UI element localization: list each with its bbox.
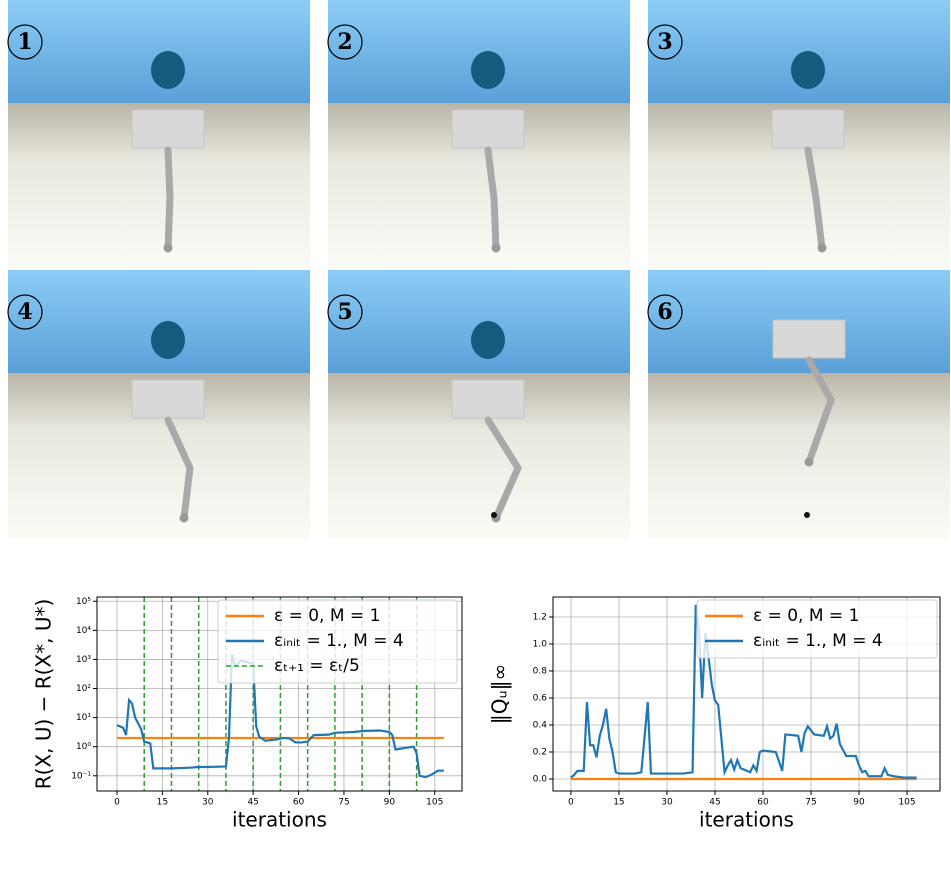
foot xyxy=(179,513,189,523)
ball xyxy=(471,321,505,359)
shadow xyxy=(804,512,810,518)
panel-label: 5 xyxy=(337,299,352,325)
y-tick-label: 10² xyxy=(76,684,91,694)
legend-box xyxy=(217,599,458,684)
panel-label: 1 xyxy=(17,29,32,55)
sky xyxy=(328,0,630,103)
ball xyxy=(791,51,825,89)
board xyxy=(131,109,205,149)
y-tick-label: 0.0 xyxy=(533,774,548,784)
board xyxy=(772,319,846,359)
chart: 0 15 30 45 60 75 90 105 10⁻¹ 10⁰ 10¹ 10² 10³ 10⁴ 10⁵ it… xyxy=(32,596,463,832)
legend-label: εᵢₙᵢₜ = 1., M = 4 xyxy=(274,631,404,651)
x-tick-label: 60 xyxy=(293,798,305,808)
legend-label: εₜ₊₁ = εₜ/5 xyxy=(274,656,360,676)
y-axis-label: R(X, U) − R(X*, U*) xyxy=(32,599,56,790)
x-tick-label: 75 xyxy=(338,798,349,808)
x-tick-label: 90 xyxy=(853,798,865,808)
leg xyxy=(484,146,500,252)
y-tick-label: 10³ xyxy=(76,655,91,665)
series-line xyxy=(570,604,917,779)
x-tick-label: 45 xyxy=(709,798,720,808)
sim-frame: 4 xyxy=(7,270,310,538)
foot xyxy=(817,243,827,253)
leg xyxy=(804,146,826,252)
shadow xyxy=(491,512,497,518)
ball xyxy=(151,321,185,359)
sim-frame: 2 xyxy=(327,0,630,268)
legend-label: ε = 0, M = 1 xyxy=(274,606,380,626)
panel-label: 2 xyxy=(337,29,352,55)
y-tick-label: 0.2 xyxy=(533,747,547,757)
x-tick-label: 0 xyxy=(568,798,574,808)
foot xyxy=(491,243,501,253)
series-line xyxy=(116,654,444,779)
x-tick-label: 90 xyxy=(384,798,396,808)
y-tick-label: 10⁴ xyxy=(76,626,91,636)
board xyxy=(131,379,205,419)
x-tick-label: 30 xyxy=(202,798,214,808)
legend-label: εᵢₙᵢₜ = 1., M = 4 xyxy=(753,631,883,651)
sim-frame: 1 xyxy=(7,0,310,268)
panel-label: 6 xyxy=(657,299,672,325)
leg xyxy=(805,356,835,466)
board xyxy=(451,379,525,419)
plot-frame xyxy=(96,596,463,792)
y-tick-label: 0.8 xyxy=(533,666,548,676)
y-tick-label: 10⁻¹ xyxy=(71,771,91,781)
label-circle xyxy=(327,24,363,60)
label-circle xyxy=(647,294,683,330)
ball xyxy=(151,51,185,89)
chart: 0 15 30 45 60 75 90 105 0.0 0.2 0.4 0.6 0.8 1.0 1.2 ite… xyxy=(488,596,941,832)
floor xyxy=(648,373,950,538)
sky xyxy=(328,270,630,373)
x-tick-label: 45 xyxy=(247,798,258,808)
y-tick-label: 10¹ xyxy=(76,713,91,723)
panel-label: 3 xyxy=(657,29,672,55)
y-tick-label: 10⁵ xyxy=(76,597,91,607)
leg xyxy=(164,416,194,522)
y-tick-label: 1.2 xyxy=(533,612,547,622)
x-tick-label: 15 xyxy=(157,798,168,808)
x-tick-label: 15 xyxy=(613,798,624,808)
label-circle xyxy=(7,294,43,330)
ball xyxy=(471,51,505,89)
y-tick-label: 1.0 xyxy=(533,639,548,649)
sim-frame: 3 xyxy=(647,0,950,268)
leg xyxy=(484,416,522,522)
x-tick-label: 105 xyxy=(426,798,443,808)
y-tick-label: 0.4 xyxy=(533,720,548,730)
foot xyxy=(804,457,814,467)
leg xyxy=(164,146,174,252)
x-axis-label: iterations xyxy=(699,808,794,832)
legend-box xyxy=(696,599,938,659)
label-circle xyxy=(7,24,43,60)
x-tick-label: 105 xyxy=(898,798,915,808)
sky xyxy=(8,0,310,103)
board xyxy=(451,109,525,149)
sim-frame: 6 xyxy=(647,270,950,538)
x-tick-label: 0 xyxy=(114,798,120,808)
y-tick-label: 10⁰ xyxy=(76,742,91,752)
label-circle xyxy=(327,294,363,330)
y-tick-label: 0.6 xyxy=(533,693,548,703)
legend-label: ε = 0, M = 1 xyxy=(753,606,859,626)
sim-frame: 5 xyxy=(327,270,630,538)
x-tick-label: 75 xyxy=(805,798,816,808)
panel-label: 4 xyxy=(17,299,32,325)
y-axis-label: ‖Qᵤ‖∞ xyxy=(488,664,512,725)
x-axis-label: iterations xyxy=(232,808,327,832)
x-tick-label: 30 xyxy=(661,798,673,808)
sky xyxy=(8,270,310,373)
label-circle xyxy=(647,24,683,60)
board xyxy=(771,109,845,149)
x-tick-label: 60 xyxy=(757,798,769,808)
foot xyxy=(163,243,173,253)
plot-frame xyxy=(552,596,941,792)
sky xyxy=(648,0,950,103)
